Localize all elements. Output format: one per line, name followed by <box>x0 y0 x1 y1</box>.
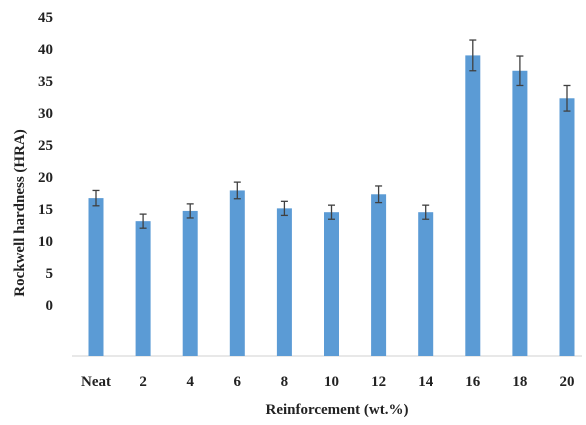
x-tick-label: 16 <box>465 374 481 390</box>
y-tick-label: 30 <box>38 106 53 122</box>
y-tick-label: 45 <box>38 10 53 26</box>
bar-18 <box>512 70 528 356</box>
bars <box>88 55 575 357</box>
bar-2 <box>135 221 151 356</box>
x-tick-label: 4 <box>186 374 194 390</box>
error-bar-4 <box>186 203 194 219</box>
bar-4 <box>182 210 198 356</box>
x-tick-label: 12 <box>371 374 386 390</box>
error-bar-Neat <box>92 189 100 207</box>
error-bar-16 <box>469 39 477 72</box>
x-tick-label: 14 <box>418 374 434 390</box>
y-tick-label: 0 <box>46 298 54 314</box>
x-tick-label: 18 <box>512 374 527 390</box>
y-tick-label: 15 <box>38 202 53 218</box>
bar-6 <box>229 190 245 356</box>
x-tick-label: 10 <box>324 374 339 390</box>
y-tick-label: 10 <box>38 234 53 250</box>
x-tick-label: Neat <box>81 374 111 390</box>
y-tick-label: 5 <box>46 266 54 282</box>
x-tick-label: 6 <box>234 374 242 390</box>
bar-Neat <box>88 198 104 356</box>
error-bar-8 <box>280 200 288 217</box>
error-bar-14 <box>422 204 430 220</box>
y-tick-label: 35 <box>38 74 53 90</box>
bar-20 <box>559 98 575 356</box>
y-axis-title: Rockwell hardness (HRA) <box>12 129 28 297</box>
y-tick-labels: 45 40 35 30 25 20 15 10 5 0 <box>38 10 53 314</box>
x-tick-label: 2 <box>139 374 147 390</box>
y-tick-label: 25 <box>38 138 53 154</box>
error-bar-2 <box>139 213 147 229</box>
bar-8 <box>276 208 292 356</box>
x-tick-label: 20 <box>560 374 575 390</box>
x-tick-labels: Neat 2 4 6 8 10 12 14 16 18 20 <box>81 374 575 390</box>
y-tick-label: 20 <box>38 170 53 186</box>
x-tick-label: 8 <box>281 374 289 390</box>
error-bar-18 <box>516 55 524 87</box>
error-bar-20 <box>563 84 571 112</box>
error-bar-12 <box>375 185 383 204</box>
y-tick-label: 40 <box>38 42 53 58</box>
error-bars <box>92 39 571 229</box>
bar-14 <box>418 212 434 356</box>
bar-12 <box>371 194 387 356</box>
error-bar-6 <box>233 181 241 200</box>
bar-10 <box>324 212 339 356</box>
error-bar-10 <box>328 204 335 220</box>
bar-16 <box>465 55 481 357</box>
x-axis-title: Reinforcement (wt.%) <box>265 402 408 418</box>
